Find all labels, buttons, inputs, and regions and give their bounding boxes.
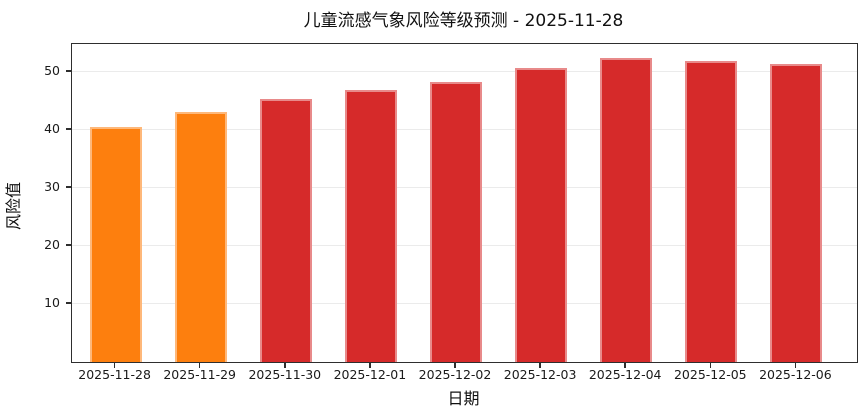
xtick-label-2025-12-05: 2025-12-05 <box>673 367 747 382</box>
xtick-label-2025-12-03: 2025-12-03 <box>503 367 577 382</box>
xtick-mark-2025-11-28 <box>113 362 116 368</box>
xtick-mark-2025-12-05 <box>709 362 712 368</box>
ytick-mark-10 <box>65 302 71 304</box>
ytick-mark-30 <box>65 186 71 188</box>
xtick-label-2025-11-30: 2025-11-30 <box>248 367 322 382</box>
xtick-mark-2025-12-04 <box>624 362 626 368</box>
bar-2025-12-01 <box>344 89 397 362</box>
bar-2025-11-29 <box>174 112 227 362</box>
xtick-mark-2025-12-02 <box>454 362 456 368</box>
xtick-mark-2025-11-30 <box>284 362 286 368</box>
bar-2025-11-30 <box>259 99 312 362</box>
bar-2025-12-04 <box>600 57 653 362</box>
bar-2025-12-02 <box>430 81 482 362</box>
ytick-label-30: 30 <box>44 178 60 194</box>
ytick-mark-50 <box>65 70 71 72</box>
bar-2025-11-28 <box>89 126 142 362</box>
x-axis-title: 日期 <box>447 389 480 408</box>
bar-2025-12-05 <box>685 60 738 362</box>
xtick-label-2025-12-02: 2025-12-02 <box>418 367 492 382</box>
ytick-mark-40 <box>65 128 71 130</box>
ytick-label-10: 10 <box>44 294 60 310</box>
plot-area <box>71 43 858 363</box>
xtick-label-2025-12-06: 2025-12-06 <box>759 367 832 382</box>
chart-title: 儿童流感气象风险等级预测 - 2025-11-28 <box>303 11 624 31</box>
xtick-mark-2025-11-29 <box>198 362 201 368</box>
ytick-label-50: 50 <box>44 62 60 78</box>
bar-2025-12-03 <box>515 67 568 362</box>
ytick-label-20: 20 <box>44 236 60 252</box>
xtick-label-2025-11-29: 2025-11-29 <box>163 367 237 382</box>
y-axis-title: 风险值 <box>4 182 23 231</box>
ytick-label-40: 40 <box>44 120 60 136</box>
xtick-label-2025-11-28: 2025-11-28 <box>78 367 151 382</box>
bar-2025-12-06 <box>770 63 823 362</box>
xtick-label-2025-12-01: 2025-12-01 <box>333 367 407 382</box>
xtick-mark-2025-12-01 <box>369 362 371 368</box>
xtick-label-2025-12-04: 2025-12-04 <box>588 367 662 382</box>
ytick-mark-20 <box>65 244 71 246</box>
xtick-mark-2025-12-03 <box>539 362 541 368</box>
xtick-mark-2025-12-06 <box>794 362 797 368</box>
gridline-y-50 <box>72 71 857 73</box>
